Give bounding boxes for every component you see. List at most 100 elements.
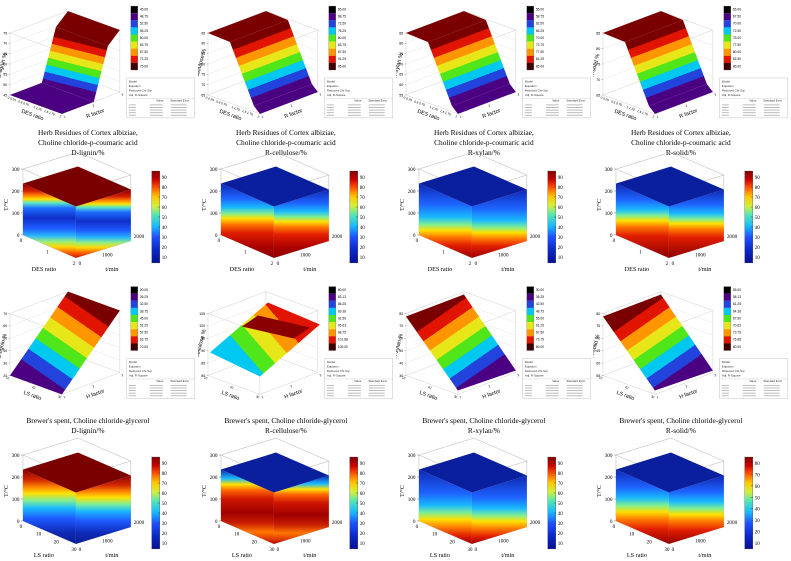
z-axis-label: T/°C (3, 199, 10, 211)
title-line: R-xylan/% (467, 148, 499, 157)
surface-right-face (273, 475, 329, 544)
surface-plateau (603, 11, 684, 43)
z-tick-label: 75 (3, 31, 7, 35)
y-axis-label: t/min (699, 552, 712, 559)
stats-value-mark (764, 112, 781, 114)
y-tick-label: 2 (685, 384, 688, 388)
y-tick-label: 2 (487, 103, 490, 107)
panel-r2c1: Herb Residues of Cortex albiziae, Choline… (0, 125, 198, 275)
panel-r1c4: 65 70 75 80 85 0 0.25 0.5 0.75 1 1.25 1.5 1.75 2 1 2 3 R-… (593, 0, 791, 125)
stats-value-mark (743, 395, 757, 397)
plot-area-r4c2: Brewer's spent, Choline chloride-glycero… (201, 416, 365, 559)
colorbar-label: 40 (162, 512, 167, 517)
y-tick-label: 3 (714, 92, 717, 96)
surface (209, 302, 320, 377)
surface-left-face (418, 183, 472, 258)
colorbar-label: 60 (557, 492, 562, 497)
colorbar-label: 40 (557, 226, 562, 231)
stats-value-mark (149, 395, 163, 397)
stats-row-label: Model (129, 360, 137, 364)
panel-r1c3: 55 60 65 70 75 80 85 0 0.25 0.5 0.75 1 1.25 1.5 1.75 2 1… (396, 0, 594, 125)
stats-value-mark (545, 107, 559, 108)
z-tick-label: 100 (12, 211, 20, 217)
colorbar-label: 75.00 (733, 36, 741, 40)
y-tick-label: 0 (672, 261, 675, 267)
surface-floor (253, 83, 318, 114)
box-edge (471, 240, 527, 259)
colorbar-label: 67.50 (733, 15, 741, 19)
box-edge (655, 372, 714, 395)
z-tick-label: 100 (199, 324, 205, 328)
y-tick-label: 1000 (102, 538, 113, 544)
x-tick-label: 0 (403, 96, 406, 100)
stats-value-mark (566, 392, 583, 394)
colorbar-segment (130, 41, 138, 49)
colorbar-label: 60 (755, 206, 760, 211)
colorbar-label: 80.00 (733, 345, 741, 349)
y-tick-label: 1 (63, 395, 66, 399)
stats-table-frame (522, 77, 591, 119)
stats-value-mark (170, 109, 187, 111)
y-tick-label: 2 (92, 384, 95, 388)
colorbar-label: 61.25 (535, 323, 543, 327)
surface (9, 291, 120, 395)
colorbar-frame (723, 5, 732, 71)
y-tick-label: 2 (92, 103, 95, 107)
stats-value-mark (566, 114, 583, 116)
z-tick-label: 75 (596, 62, 600, 66)
colorbar-segment (724, 41, 732, 49)
colorbar-label: 10 (360, 256, 365, 261)
y-tick-label: 0 (79, 547, 82, 553)
grid-line (463, 303, 516, 324)
z-tick-label: 80 (201, 62, 205, 66)
stats-value-mark (545, 114, 559, 116)
z-tick-label: 65 (596, 93, 600, 97)
colorbar: 90 80 70 60 50 40 30 20 10 (349, 170, 365, 264)
surface-right-face (471, 475, 527, 544)
stats-row-label: Adj. R-Square (524, 373, 543, 377)
box-edge (265, 10, 318, 31)
z-tick-label: 55 (596, 374, 600, 378)
stats-row-label: Equation (327, 364, 339, 368)
z-tick-label: 300 (407, 453, 415, 459)
x-axis-label: LS ratio (220, 390, 239, 402)
colorbar-label: 51.25 (140, 323, 148, 327)
x-tick-label: 10 (5, 375, 10, 380)
colorbar-label: 90 (557, 176, 562, 181)
y-tick-label: 3 (319, 373, 322, 377)
z-tick-label: 40 (3, 349, 7, 353)
box-edge (457, 372, 516, 395)
colorbar-segment (526, 300, 534, 308)
x-tick-label: 1 (626, 105, 629, 109)
surface-right-face (75, 475, 131, 544)
stats-value-mark (524, 109, 532, 111)
box-edge (259, 372, 318, 395)
title-line: Choline chloride-p-coumaric acid (236, 138, 336, 147)
x-tick-label: 0.25 (207, 96, 214, 102)
y-tick-label: 1 (458, 114, 461, 118)
title-line: Choline chloride-p-coumaric acid (38, 138, 138, 147)
stats-value-mark (524, 114, 532, 116)
stats-value-mark (170, 390, 187, 392)
y-tick-label: 2000 (332, 520, 343, 526)
box-edge (9, 291, 68, 314)
colorbar-label: 55.00 (733, 288, 741, 292)
colorbar-label: 98.75 (338, 331, 346, 335)
stats-value-mark (722, 392, 730, 394)
stats-col-label: Standard Error (764, 99, 783, 103)
z-axis-label: R-solid % (593, 334, 602, 359)
stats-value-mark (743, 384, 757, 386)
colorbar-strip (744, 456, 754, 550)
surface (418, 166, 527, 258)
x-tick-label: 30 (467, 547, 473, 553)
box-edge (661, 291, 714, 311)
y-tick-label: 2000 (529, 234, 540, 240)
colorbar-label: 20 (755, 531, 760, 536)
surface-floor (9, 82, 94, 114)
colorbar-label: 80 (557, 186, 562, 191)
stats-value-mark (743, 104, 757, 106)
surface (405, 11, 516, 114)
